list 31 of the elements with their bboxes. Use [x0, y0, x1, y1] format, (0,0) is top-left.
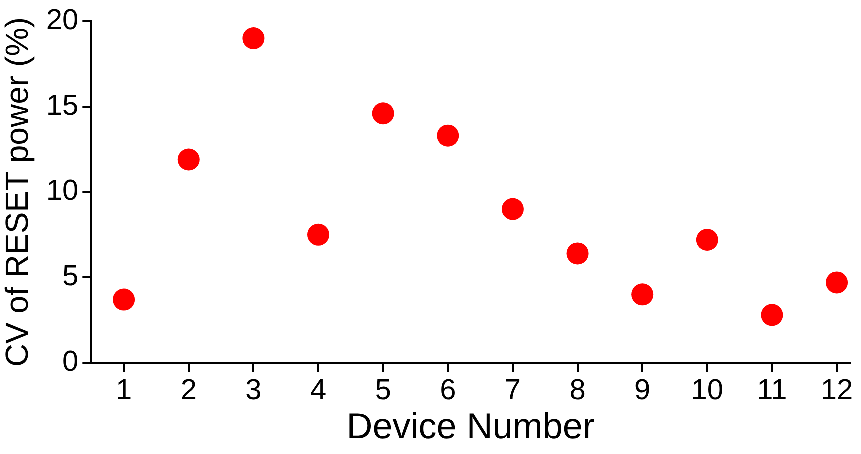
x-tick-label: 4 — [310, 374, 327, 406]
x-tick-label: 1 — [116, 374, 132, 406]
y-tick-label: 5 — [62, 260, 79, 293]
x-tick-label: 6 — [440, 374, 456, 406]
point — [826, 272, 848, 294]
point — [632, 284, 654, 306]
x-tick-label: 11 — [757, 374, 788, 406]
point — [437, 124, 460, 147]
x-axis-title: Device Number — [346, 405, 595, 446]
y-tick-label: 15 — [46, 90, 79, 122]
point — [696, 229, 718, 252]
point — [178, 148, 200, 171]
point — [113, 288, 136, 311]
x-tick-label: 12 — [820, 374, 854, 406]
point — [372, 102, 394, 125]
x-tick-label: 7 — [504, 374, 522, 406]
x-tick-label: 10 — [691, 374, 724, 406]
point — [566, 242, 589, 265]
x-tick-label: 5 — [375, 374, 392, 406]
y-tick-label: 20 — [46, 4, 79, 36]
point — [502, 198, 524, 220]
x-tick-label: 3 — [246, 374, 262, 406]
x-tick-label: 2 — [180, 374, 197, 406]
y-tick-label: 0 — [62, 346, 79, 378]
point — [242, 27, 265, 50]
x-tick-label: 9 — [634, 374, 651, 406]
point — [308, 224, 330, 246]
point — [761, 304, 784, 326]
y-axis-title: CV of RESET power (%) — [0, 17, 36, 368]
x-tick-label: 8 — [570, 374, 586, 406]
y-tick-label: 10 — [46, 175, 79, 208]
